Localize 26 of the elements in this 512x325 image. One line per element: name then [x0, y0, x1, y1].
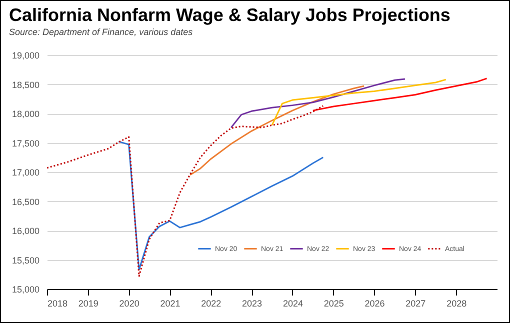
line-series — [312, 78, 488, 112]
x-tick-label: 2022 — [201, 298, 222, 308]
x-tick-label: 2026 — [364, 298, 385, 308]
line-series — [271, 78, 447, 126]
chart-title: California Nonfarm Wage & Salary Jobs Projections — [9, 5, 450, 25]
x-tick-label: 2018 — [48, 298, 68, 308]
x-tick-label: 2023 — [242, 298, 262, 308]
x-tick-label: 2021 — [160, 298, 180, 308]
y-tick-label: 17,500 — [12, 138, 40, 148]
line-series — [189, 85, 365, 176]
x-tick-label: 2019 — [78, 298, 98, 308]
x-tick-label: 2027 — [406, 298, 426, 308]
x-tick-label: 2024 — [282, 298, 303, 308]
y-tick-label: 16,500 — [12, 196, 40, 207]
y-tick-label: 15,500 — [12, 255, 40, 266]
y-tick-label: 16,000 — [12, 226, 40, 236]
x-tick-label: 2025 — [324, 298, 344, 308]
x-tick-label: 2020 — [119, 298, 140, 308]
y-tick-label: 18,500 — [12, 80, 40, 90]
line-series — [230, 78, 406, 128]
y-tick-label: 19,000 — [12, 50, 40, 60]
y-tick-label: 18,000 — [12, 109, 40, 119]
x-tick-label: 2028 — [446, 298, 467, 308]
y-tick-label: 15,000 — [12, 284, 40, 294]
y-tick-label: 17,000 — [12, 168, 40, 178]
chart-subtitle: Source: Department of Finance, various dates — [9, 27, 194, 37]
